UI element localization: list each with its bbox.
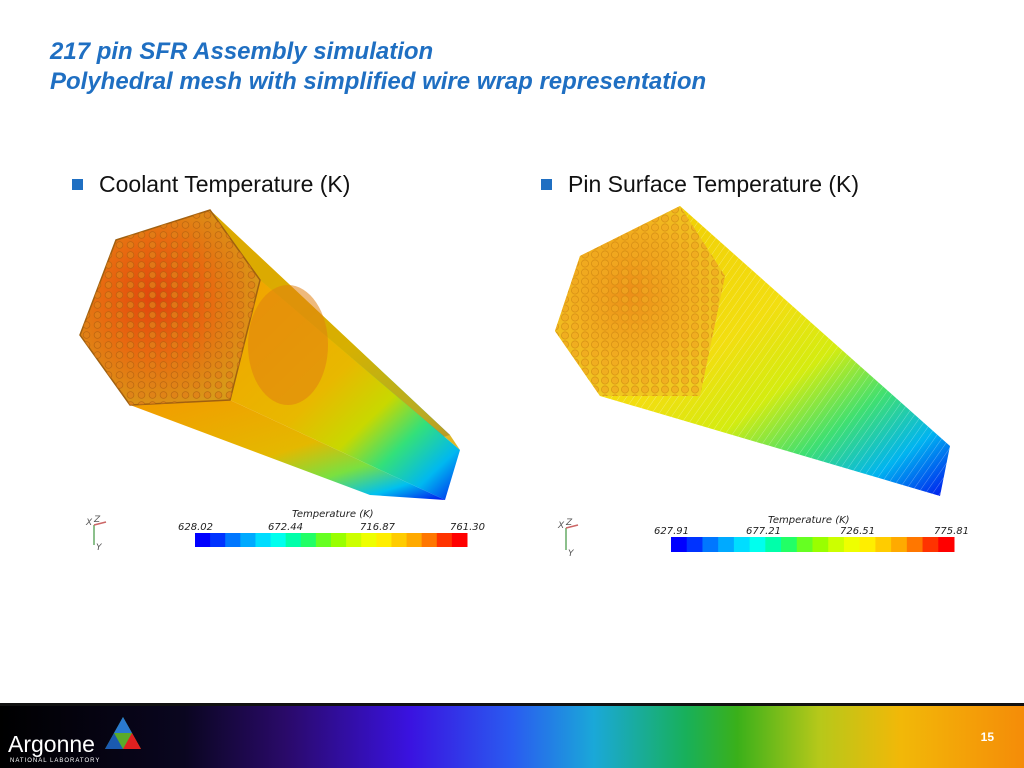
colorbar-right [671, 537, 955, 552]
colorbar-swatch [210, 533, 226, 547]
bullet-label: Pin Surface Temperature (K) [568, 171, 860, 197]
title-line-1: 217 pin SFR Assembly simulation [50, 38, 434, 65]
colorbar-title: Temperature (K) [768, 515, 850, 526]
pin-render-svg: X Z Y Temperature (K) 627.91 677.21 726.… [555, 206, 969, 559]
svg-text:Y: Y [96, 543, 103, 553]
argonne-triangle-icon [105, 717, 141, 749]
colorbar-swatch [315, 533, 332, 547]
colorbar-swatch [828, 537, 845, 552]
pin-surface-temperature-render: X Z Y Temperature (K) 627.91 677.21 726.… [540, 196, 980, 560]
colorbar-swatch [300, 533, 317, 547]
svg-text:X: X [85, 518, 93, 528]
svg-text:Z: Z [93, 515, 101, 525]
colorbar-swatch [686, 537, 703, 552]
logo-wordmark: Argonne [8, 731, 95, 757]
title-line-2: Polyhedral mesh with simplified wire wra… [50, 68, 707, 95]
bullet-pin-surface-temperature: Pin Surface Temperature (K) [541, 171, 859, 198]
colorbar-swatch [938, 537, 955, 552]
colorbar-swatch [733, 537, 751, 552]
colorbar-swatch [421, 533, 438, 547]
colorbar-swatch [765, 537, 782, 552]
argonne-logo: Argonne NATIONAL LABORATORY [8, 715, 141, 764]
colorbar-swatch [195, 533, 211, 547]
colorbar-swatch [406, 533, 423, 547]
colorbar-swatch [812, 537, 829, 552]
colorbar-swatch [270, 533, 287, 547]
slide-title: 217 pin SFR Assembly simulation Polyhedr… [50, 37, 706, 97]
assembly-bottom-face [130, 400, 445, 500]
bullet-square-icon [541, 179, 552, 190]
bullet-label: Coolant Temperature (K) [99, 171, 351, 197]
colorbar-swatch [749, 537, 766, 552]
colorbar-swatch [436, 533, 453, 547]
colorbar-left [195, 533, 468, 547]
coolant-temperature-render: X Z Y Temperature (K) 628.02 672.44 716.… [70, 200, 490, 560]
footer-divider [0, 703, 1024, 706]
colorbar-swatch [718, 537, 735, 552]
colorbar-swatch [781, 537, 798, 552]
bullet-coolant-temperature: Coolant Temperature (K) [72, 171, 350, 198]
colorbar-swatch [255, 533, 272, 547]
svg-text:Z: Z [565, 518, 573, 528]
colorbar-tick-4: 761.30 [450, 522, 485, 533]
colorbar-swatch [361, 533, 377, 547]
footer-bar: Argonne NATIONAL LABORATORY 15 [0, 703, 1024, 768]
colorbar-tick-3: 726.51 [840, 526, 875, 537]
colorbar-tick-2: 672.44 [268, 522, 303, 533]
colorbar-swatch [859, 537, 876, 552]
svg-text:X: X [557, 521, 565, 531]
colorbar-swatch [843, 537, 861, 552]
pin-lattice [80, 210, 260, 405]
colorbar-swatch [240, 533, 256, 547]
colorbar-swatch [346, 533, 362, 547]
colorbar-swatch [671, 537, 688, 552]
colorbar-title: Temperature (K) [292, 509, 374, 520]
logo-subtitle: NATIONAL LABORATORY [10, 758, 101, 764]
colorbar-swatch [875, 537, 892, 552]
colorbar-tick-1: 628.02 [178, 522, 213, 533]
bullet-square-icon [72, 179, 83, 190]
colorbar-swatch [451, 533, 468, 547]
colorbar-swatch [285, 533, 302, 547]
colorbar-tick-4: 775.81 [934, 526, 969, 537]
colorbar-swatch [702, 537, 719, 552]
colorbar-swatch [331, 533, 347, 547]
colorbar-swatch [376, 533, 392, 547]
colorbar-swatch [922, 537, 939, 552]
assembly-side-face [210, 210, 460, 450]
colorbar-swatch [796, 537, 813, 552]
colorbar-tick-3: 716.87 [360, 522, 396, 533]
pin-lattice [555, 206, 725, 396]
svg-text:Y: Y [568, 549, 575, 559]
coolant-render-svg: X Z Y Temperature (K) 628.02 672.44 716.… [79, 209, 485, 553]
colorbar-swatch [391, 533, 408, 547]
colorbar-swatch [906, 537, 924, 552]
colorbar-tick-1: 627.91 [654, 526, 689, 537]
hot-region [248, 285, 328, 405]
colorbar-swatch [891, 537, 908, 552]
axis-triad: X Z Y [557, 518, 579, 559]
axis-triad: X Z Y [85, 515, 107, 553]
colorbar-swatch [225, 533, 241, 547]
colorbar-tick-2: 677.21 [746, 526, 781, 537]
page-number: 15 [980, 730, 994, 744]
